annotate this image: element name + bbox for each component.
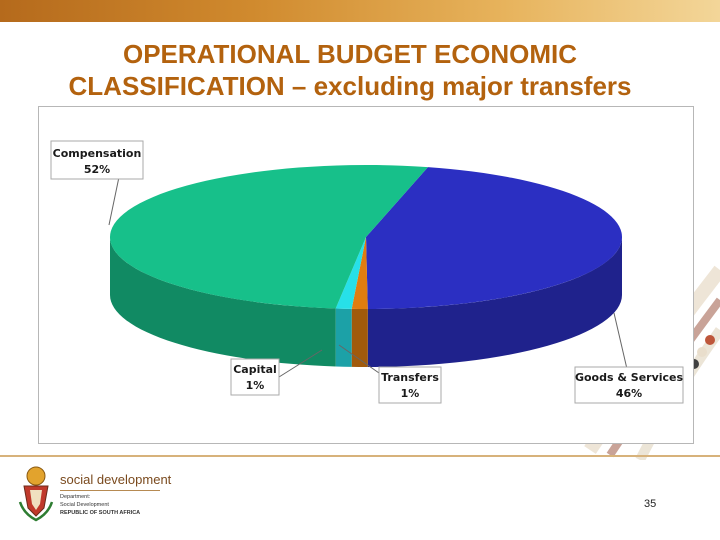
capital-label: Capital	[233, 363, 277, 376]
title-line-1: OPERATIONAL BUDGET ECONOMIC	[122, 39, 578, 69]
transfers-leader	[338, 344, 380, 374]
capital-slice-side	[335, 308, 352, 367]
capital-percent: 1%	[246, 379, 265, 392]
org-line-name: Social Development	[60, 502, 109, 508]
org-line-department: Department:	[60, 494, 91, 500]
goods-services-slice	[366, 167, 623, 309]
header-band	[0, 0, 720, 22]
goods-services-leader	[613, 312, 628, 370]
footer-rule	[0, 455, 720, 457]
org-divider	[60, 490, 160, 491]
org-line-country: REPUBLIC OF SOUTH AFRICA	[60, 510, 141, 516]
org-name: social development	[60, 472, 172, 487]
chart-area: Compensation 52% Capital 1% Transfers 1%…	[38, 106, 694, 444]
pie-chart: Compensation 52% Capital 1% Transfers 1%…	[50, 140, 684, 404]
goods-services-slice-side	[367, 237, 622, 367]
page-number: 35	[644, 498, 657, 510]
transfers-label-box	[378, 366, 442, 404]
transfers-label: Transfers	[381, 371, 439, 384]
capital-slice	[335, 237, 366, 309]
compensation-percent: 52%	[84, 163, 110, 176]
compensation-slice	[110, 165, 428, 309]
transfers-slice	[351, 237, 368, 309]
capital-label-box	[230, 358, 280, 396]
capital-leader	[278, 349, 323, 378]
compensation-leader	[108, 176, 120, 226]
goods-services-percent: 46%	[616, 387, 642, 400]
title-line-2: CLASSIFICATION – excluding major transfe…	[68, 71, 632, 101]
goods-services-label-box	[574, 366, 684, 404]
transfers-percent: 1%	[401, 387, 420, 400]
goods-services-label: Goods & Services	[575, 371, 684, 384]
coat-of-arms-logo	[18, 466, 54, 522]
compensation-label-box	[50, 140, 144, 180]
compensation-slice-side	[110, 237, 336, 367]
slide-title: OPERATIONAL BUDGET ECONOMIC CLASSIFICATI…	[10, 38, 690, 102]
transfers-slice-side	[351, 308, 368, 368]
compensation-label: Compensation	[53, 147, 142, 160]
